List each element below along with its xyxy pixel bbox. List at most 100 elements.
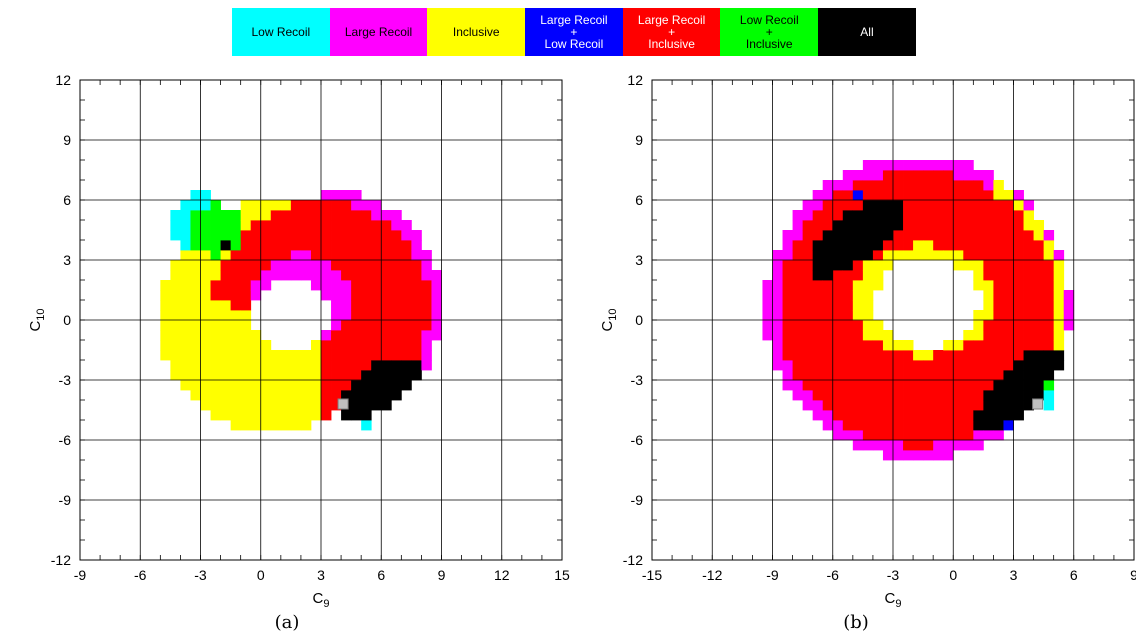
legend-item-all: All — [818, 8, 916, 56]
cell-large-recoil — [270, 270, 282, 281]
cell-low-incl — [200, 240, 211, 251]
cell-inclusive — [170, 360, 181, 371]
cell-inclusive — [240, 410, 252, 421]
cell-large-incl — [812, 360, 824, 371]
cell-large-recoil — [321, 330, 332, 341]
cell-inclusive — [290, 420, 302, 431]
cell-large-incl — [862, 180, 874, 191]
cell-inclusive — [190, 250, 201, 261]
cell-all — [822, 240, 834, 251]
cell-low-incl — [200, 210, 211, 221]
cell-large-recoil — [421, 360, 432, 371]
cell-large-incl — [872, 180, 884, 191]
cell-large-recoil — [963, 440, 974, 451]
cell-inclusive — [260, 340, 272, 351]
cell-low-recoil — [180, 200, 191, 211]
cell-large-recoil — [832, 430, 844, 441]
cell-large-incl — [953, 240, 964, 251]
cell-large-incl — [983, 250, 994, 261]
cell-large-incl — [903, 400, 914, 411]
cell-all — [842, 230, 854, 241]
cell-large-incl — [993, 240, 1004, 251]
cell-large-incl — [1013, 320, 1024, 331]
cell-large-incl — [391, 230, 402, 241]
cell-large-incl — [923, 390, 934, 401]
cell-large-incl — [381, 220, 392, 231]
cell-large-incl — [290, 230, 302, 241]
cell-large-incl — [321, 400, 332, 411]
cell-large-incl — [802, 240, 814, 251]
cell-large-incl — [1033, 310, 1045, 321]
cell-large-incl — [963, 410, 974, 421]
cell-low-incl — [230, 210, 242, 221]
cell-inclusive — [1053, 340, 1065, 351]
cell-large-incl — [361, 360, 372, 371]
cell-large-incl — [300, 220, 312, 231]
cell-large-incl — [913, 370, 924, 381]
cell-large-incl — [973, 200, 984, 211]
cell-inclusive — [963, 260, 974, 271]
cell-large-recoil — [290, 270, 302, 281]
x-tick-label: -6 — [827, 567, 840, 583]
y-tick-label: 9 — [635, 132, 643, 148]
cell-inclusive — [913, 350, 924, 361]
cell-large-incl — [812, 290, 824, 301]
cell-large-incl — [983, 270, 994, 281]
cell-large-incl — [842, 300, 854, 311]
cell-large-incl — [250, 230, 262, 241]
cell-inclusive — [943, 250, 954, 261]
cell-large-incl — [963, 380, 974, 391]
cell-large-incl — [842, 330, 854, 341]
cell-large-incl — [1003, 340, 1014, 351]
cell-large-incl — [1013, 280, 1024, 291]
cell-large-incl — [943, 420, 954, 431]
cell-inclusive — [290, 380, 302, 391]
cell-inclusive — [1053, 330, 1065, 341]
cell-large-recoil — [290, 250, 302, 261]
cell-large-incl — [913, 400, 924, 411]
cell-low-recoil — [180, 240, 191, 251]
cell-large-incl — [421, 280, 432, 291]
cell-large-recoil — [331, 290, 342, 301]
cell-large-incl — [842, 340, 854, 351]
cell-large-recoil — [943, 160, 954, 171]
cell-inclusive — [973, 280, 984, 291]
cell-all — [842, 210, 854, 221]
cell-inclusive — [300, 390, 312, 401]
cell-large-incl — [1023, 240, 1034, 251]
cell-all — [993, 400, 1004, 411]
cell-large-incl — [832, 270, 844, 281]
cell-low-recoil — [200, 190, 211, 201]
cell-all — [1003, 390, 1014, 401]
cell-all — [812, 250, 824, 261]
cell-large-incl — [371, 290, 382, 301]
cell-large-incl — [802, 250, 814, 261]
cell-large-incl — [300, 210, 312, 221]
cell-inclusive — [250, 370, 262, 381]
cell-large-incl — [933, 400, 944, 411]
cell-inclusive — [200, 260, 211, 271]
cell-large-incl — [792, 280, 804, 291]
cell-inclusive — [240, 310, 252, 321]
cell-large-incl — [1033, 280, 1045, 291]
cell-large-recoil — [260, 280, 272, 291]
cell-inclusive — [220, 250, 232, 261]
region-cells — [160, 190, 442, 431]
cell-all — [1013, 380, 1024, 391]
cell-all — [993, 410, 1004, 421]
cell-all — [872, 240, 884, 251]
cell-large-incl — [842, 280, 854, 291]
y-tick-label: -6 — [631, 432, 644, 448]
cell-large-recoil — [421, 270, 432, 281]
cell-large-incl — [351, 350, 362, 361]
cell-large-incl — [842, 410, 854, 421]
cell-large-incl — [351, 220, 362, 231]
cell-large-incl — [1043, 340, 1055, 351]
cell-large-recoil — [822, 410, 834, 421]
cell-large-recoil — [772, 310, 783, 321]
cell-large-incl — [812, 330, 824, 341]
cell-inclusive — [170, 290, 181, 301]
cell-large-incl — [782, 310, 793, 321]
cell-all — [862, 200, 874, 211]
cell-inclusive — [230, 370, 242, 381]
